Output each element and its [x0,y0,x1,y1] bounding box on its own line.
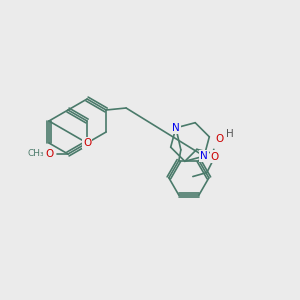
Text: O: O [83,138,91,148]
Text: H: H [226,129,234,139]
Text: O: O [216,134,224,144]
Text: O: O [46,149,54,159]
Text: N: N [172,123,180,133]
Text: N: N [200,151,208,161]
Text: CH₃: CH₃ [28,149,44,158]
Text: O: O [211,152,219,161]
